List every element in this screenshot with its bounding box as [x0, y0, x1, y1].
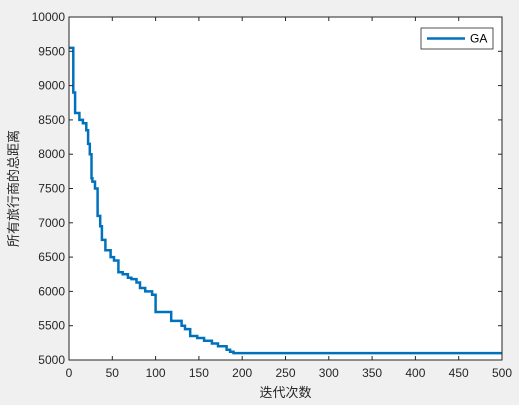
x-tick-label: 100: [146, 366, 166, 380]
axes-box: [68, 16, 503, 361]
x-tick-label: 450: [449, 366, 469, 380]
y-tick-label: 10000: [32, 10, 66, 24]
x-tick-label: 400: [405, 366, 425, 380]
y-tick-label: 8500: [38, 113, 65, 127]
y-tick-label: 8000: [38, 147, 65, 161]
y-tick-label: 9000: [38, 79, 65, 93]
y-tick-label: 7000: [38, 216, 65, 230]
y-tick-label: 9500: [38, 44, 65, 58]
x-tick-label: 50: [106, 366, 120, 380]
y-tick-label: 6500: [38, 250, 65, 264]
y-axis-label: 所有旅行商的总距离: [6, 130, 22, 247]
y-tick-label: 5500: [38, 319, 65, 333]
data-layer: [69, 46, 502, 355]
x-tick-label: 500: [492, 366, 512, 380]
y-tick-label: 5000: [38, 353, 65, 367]
legend-label-ga: GA: [470, 32, 487, 46]
x-tick-label: 300: [319, 366, 339, 380]
x-axis-label: 迭代次数: [259, 385, 311, 401]
y-tick-label: 7500: [38, 182, 65, 196]
x-tick-label: 0: [66, 366, 73, 380]
y-tick-label: 6000: [38, 284, 65, 298]
x-tick-label: 150: [189, 366, 209, 380]
legend: GA: [420, 27, 494, 50]
x-tick-label: 250: [275, 366, 295, 380]
x-tick-label: 200: [232, 366, 252, 380]
x-tick-label: 350: [362, 366, 382, 380]
series-line-ga: [69, 46, 502, 355]
plot-area: [69, 17, 502, 360]
tick-layer: 0 50 100 150 200 250 300 350 400 450 500 5000 5500 60…: [32, 10, 513, 380]
